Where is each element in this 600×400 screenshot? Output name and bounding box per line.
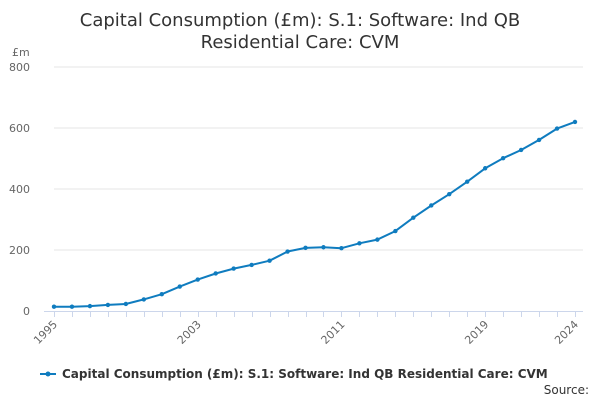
data-point-2011[interactable]: [339, 245, 344, 251]
data-point-2006[interactable]: [249, 262, 254, 268]
y-tick-label-1: 200: [9, 244, 30, 257]
x-tick-label-1995: 1995: [31, 318, 60, 347]
data-point-1999[interactable]: [123, 301, 129, 307]
data-point-2017[interactable]: [447, 191, 452, 197]
data-point-1997[interactable]: [87, 303, 93, 309]
legend-marker-dot: [45, 371, 51, 377]
data-point-2024[interactable]: [572, 119, 578, 125]
series-layer: [51, 119, 578, 309]
y-tick-label-0: 0: [23, 305, 30, 318]
y-tick-label-4: 800: [9, 61, 30, 74]
data-point-2021[interactable]: [518, 147, 524, 153]
data-point-2007[interactable]: [267, 258, 272, 263]
y-tick-label-3: 600: [9, 122, 30, 135]
data-point-2008[interactable]: [285, 249, 290, 254]
data-point-2002[interactable]: [177, 284, 182, 289]
grid-lines: [54, 66, 583, 251]
data-point-2012[interactable]: [357, 241, 362, 246]
data-point-1996[interactable]: [69, 304, 75, 309]
x-tick-label-2024: 2024: [552, 318, 581, 347]
data-point-2003[interactable]: [195, 277, 200, 282]
y-axis-ticks: 0 200 400 600 800: [9, 61, 30, 318]
data-point-2009[interactable]: [303, 245, 308, 251]
source-label[interactable]: Source:: [544, 383, 589, 397]
x-tick-label-2019: 2019: [462, 318, 491, 347]
x-tick-label-2011: 2011: [319, 318, 348, 347]
chart-title-line-2: Residential Care: CVM: [201, 32, 400, 53]
x-axis-ticks: 1995 2003 2011 2019 2024: [31, 318, 581, 347]
data-point-2016[interactable]: [429, 203, 434, 208]
data-point-2022[interactable]: [536, 137, 542, 143]
data-point-2001[interactable]: [159, 292, 164, 297]
data-point-2005[interactable]: [231, 266, 236, 271]
data-point-1998[interactable]: [105, 302, 111, 308]
data-point-2023[interactable]: [554, 126, 560, 131]
data-point-2014[interactable]: [393, 228, 398, 234]
x-axis: [44, 311, 583, 317]
data-point-2018[interactable]: [465, 179, 470, 184]
data-point-1995[interactable]: [51, 304, 57, 309]
y-axis-unit-label: £m: [12, 46, 30, 59]
data-point-2013[interactable]: [375, 237, 380, 242]
data-point-2019[interactable]: [482, 166, 488, 171]
x-tick-label-2003: 2003: [175, 318, 204, 347]
chart-title: Capital Consumption (£m): S.1: Software:…: [80, 10, 521, 53]
data-point-2004[interactable]: [213, 271, 218, 276]
data-point-2015[interactable]: [411, 215, 416, 220]
legend-label: Capital Consumption (£m): S.1: Software:…: [62, 367, 548, 381]
chart-title-line-1: Capital Consumption (£m): S.1: Software:…: [80, 10, 521, 31]
series-line-0: [54, 120, 576, 308]
legend[interactable]: Capital Consumption (£m): S.1: Software:…: [40, 367, 548, 381]
y-tick-label-2: 400: [9, 183, 30, 196]
data-point-2000[interactable]: [141, 297, 147, 302]
data-point-2010[interactable]: [321, 245, 326, 250]
data-point-2020[interactable]: [500, 155, 506, 161]
